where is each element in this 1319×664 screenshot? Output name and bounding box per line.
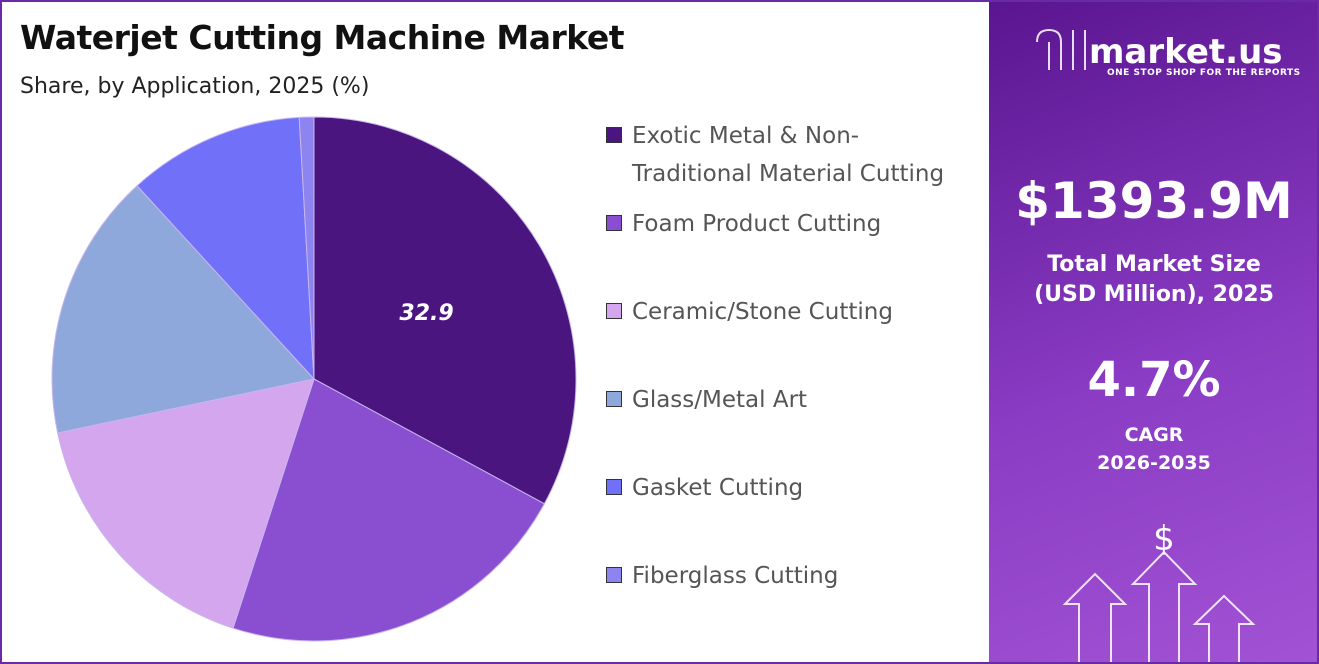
legend-label: Glass/Metal Art: [632, 387, 808, 413]
legend-swatch: [606, 391, 622, 407]
cagr-value: 4.7%: [1087, 352, 1221, 408]
market-size: $1393.9M: [1015, 172, 1293, 230]
pie-slice: [51, 185, 315, 434]
cagr-period: 2026-2035: [1097, 452, 1211, 474]
brand: market.us: [1089, 32, 1283, 72]
decor: $: [1036, 28, 1256, 662]
legend-item: Gasket Cutting: [606, 469, 966, 507]
legend-swatch: [606, 567, 622, 583]
pie-slice: [136, 116, 315, 381]
legend-swatch: [606, 215, 622, 231]
pie-slice: [57, 378, 315, 629]
legend-item: Foam Product Cutting: [606, 205, 966, 243]
legend-item: Exotic Metal & Non-Traditional Material …: [606, 117, 966, 193]
legend-swatch: [606, 479, 622, 495]
legend-label: Ceramic/Stone Cutting: [632, 299, 893, 325]
legend-label: Foam Product Cutting: [632, 211, 882, 237]
pie-slice: [313, 116, 577, 505]
legend-item: Glass/Metal Art: [606, 381, 966, 419]
legend-item: Ceramic/Stone Cutting: [606, 293, 966, 331]
legend-swatch: [606, 127, 622, 143]
cagr-label: CAGR: [1124, 424, 1184, 446]
market-size-label: Total Market Size (USD Million), 2025: [1034, 252, 1274, 307]
legend-label: Gasket Cutting: [632, 475, 804, 501]
data-label: 32.9: [399, 301, 453, 326]
side-panel: $ market.us ONE STOP SHOP FOR THE REPORT…: [989, 2, 1317, 662]
legend-label: Fiberglass Cutting: [632, 563, 839, 589]
chart-title: Waterjet Cutting Machine Market: [20, 18, 625, 57]
pie-slice: [232, 378, 546, 642]
pie-slice: [298, 116, 315, 380]
legend-item: Fiberglass Cutting: [606, 557, 966, 595]
tagline: ONE STOP SHOP FOR THE REPORTS: [1107, 68, 1301, 78]
legend-swatch: [606, 303, 622, 319]
chart-subtitle: Share, by Application, 2025 (%): [20, 74, 370, 99]
legend-label: Exotic Metal & Non-Traditional Material …: [632, 123, 945, 187]
pie-chart: 32.9: [51, 116, 577, 642]
dollar-icon: $: [1153, 519, 1175, 559]
